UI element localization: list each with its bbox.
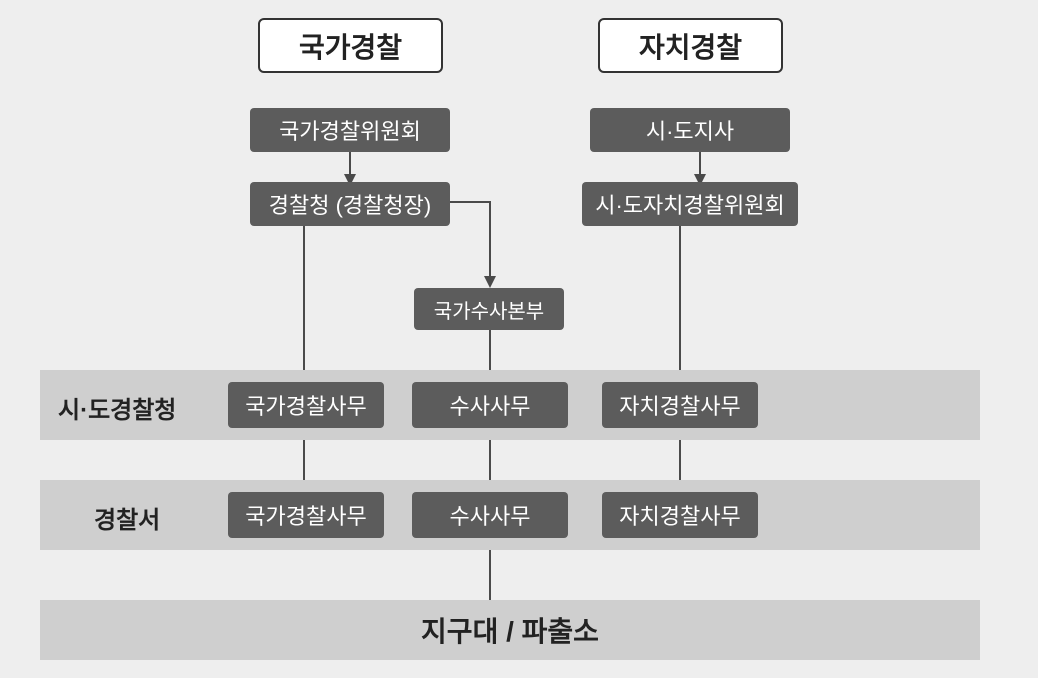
header-local: 자치경찰: [598, 18, 783, 73]
band-bottom-label: 지구대 / 파출소: [421, 610, 599, 650]
node-local-affairs-2: 자치경찰사무: [602, 492, 758, 538]
node-national-affairs-2: 국가경찰사무: [228, 492, 384, 538]
node-local-committee: 시·도자치경찰위원회: [582, 182, 798, 226]
band-provincial-label: 시·도경찰청: [58, 390, 176, 425]
node-governor: 시·도지사: [590, 108, 790, 152]
node-local-affairs-1: 자치경찰사무: [602, 382, 758, 428]
node-national-committee: 국가경찰위원회: [250, 108, 450, 152]
header-national: 국가경찰: [258, 18, 443, 73]
connector-lines: [0, 0, 1038, 678]
org-chart: 국가경찰 자치경찰 국가경찰위원회 시·도지사 경찰청 (경찰청장) 시·도자치…: [0, 0, 1038, 678]
band-station-label: 경찰서: [94, 500, 160, 535]
node-police-agency: 경찰청 (경찰청장): [250, 182, 450, 226]
node-investigation-affairs-2: 수사사무: [412, 492, 568, 538]
node-national-affairs-1: 국가경찰사무: [228, 382, 384, 428]
band-bottom: 지구대 / 파출소: [40, 600, 980, 660]
node-investigation-affairs-1: 수사사무: [412, 382, 568, 428]
node-investigation-hq: 국가수사본부: [414, 288, 564, 330]
